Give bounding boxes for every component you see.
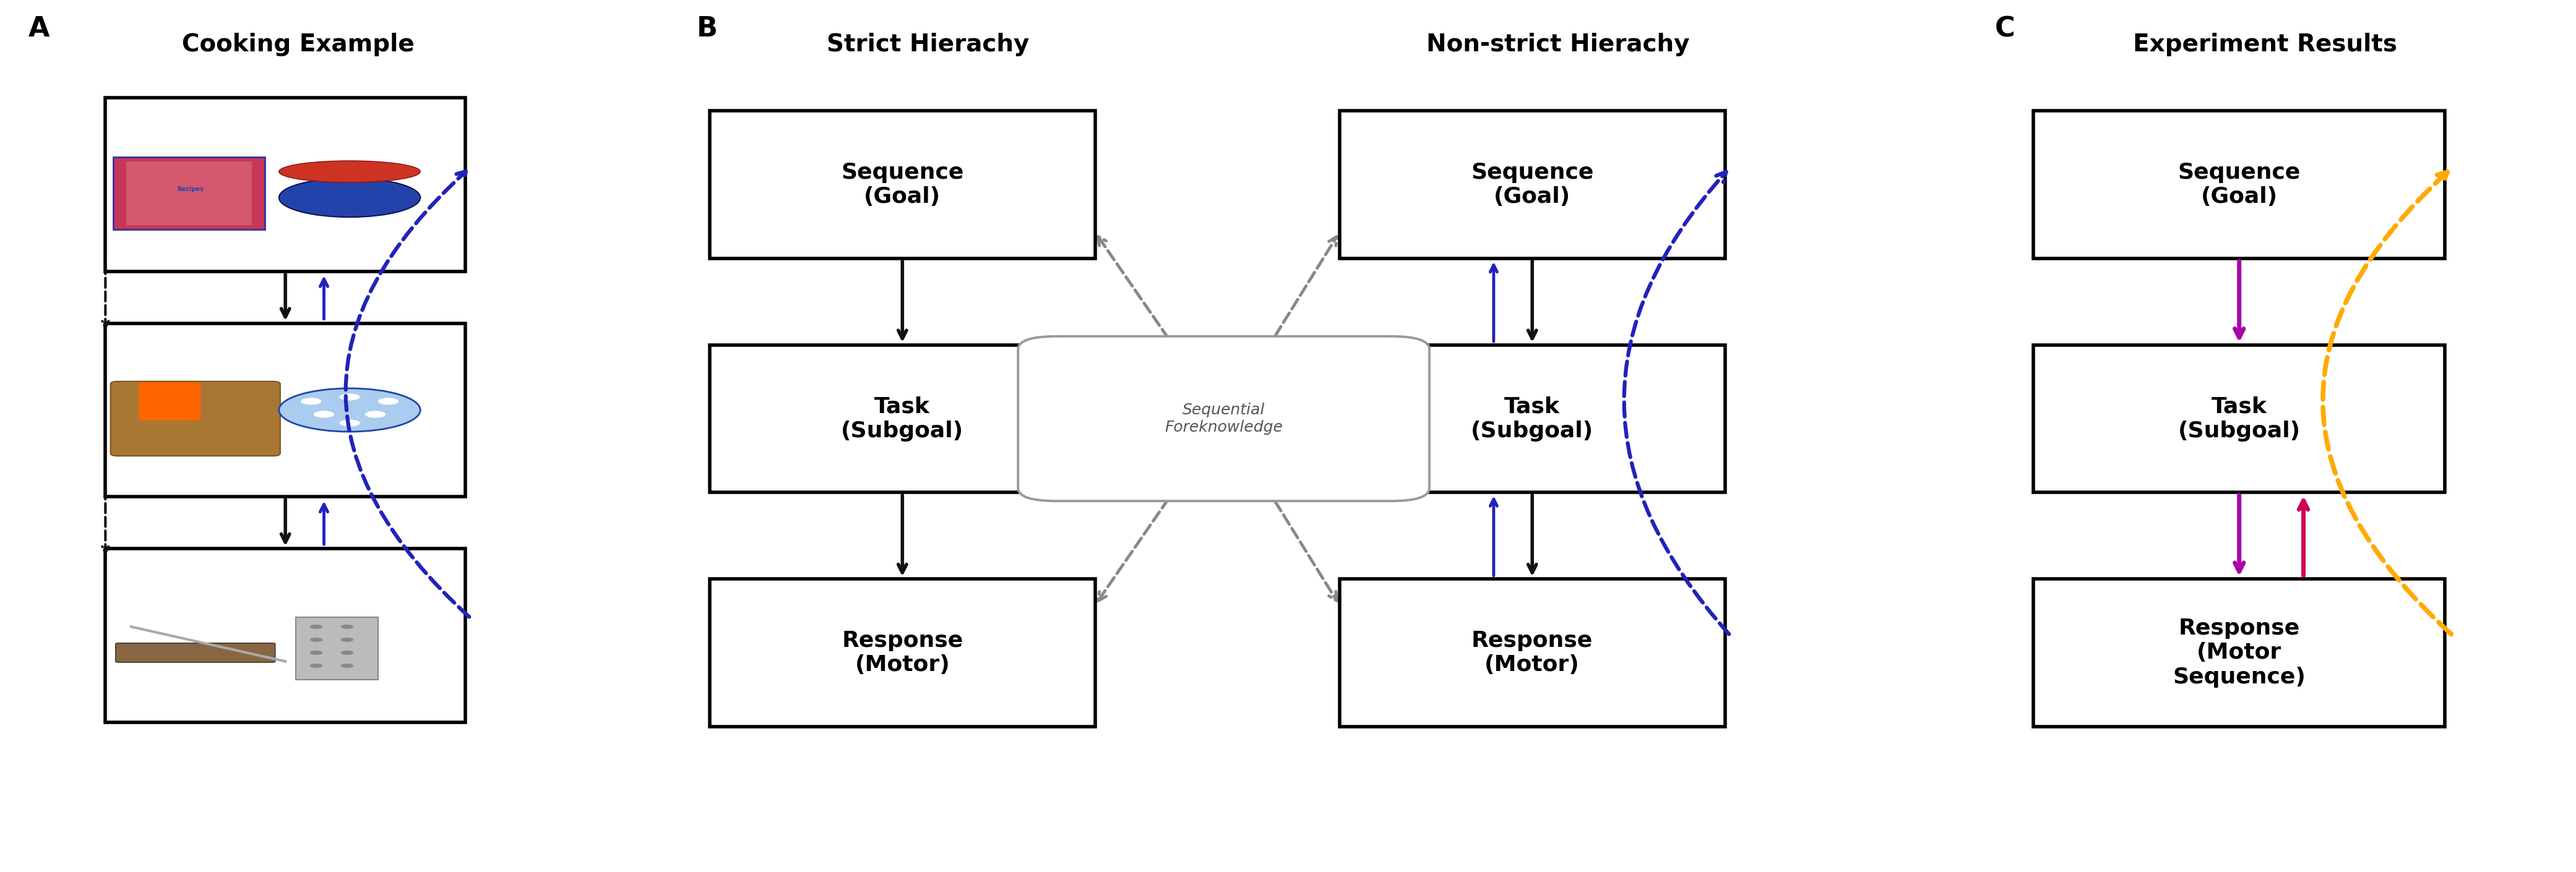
Text: Recipes: Recipes [178,186,204,192]
FancyBboxPatch shape [2032,111,2445,258]
Text: Response
(Motor): Response (Motor) [842,630,963,676]
Text: Sequence
(Goal): Sequence (Goal) [840,162,963,208]
FancyArrowPatch shape [1492,265,1497,342]
FancyArrowPatch shape [1528,261,1535,338]
Circle shape [340,393,361,400]
Circle shape [366,411,386,418]
Circle shape [340,651,353,655]
Circle shape [301,398,322,405]
Ellipse shape [278,178,420,217]
FancyBboxPatch shape [1340,345,1726,493]
Circle shape [340,637,353,642]
FancyArrowPatch shape [319,504,327,544]
Circle shape [340,419,361,426]
Circle shape [309,651,322,655]
FancyBboxPatch shape [106,98,466,271]
FancyBboxPatch shape [296,617,379,679]
FancyArrowPatch shape [2236,261,2244,337]
FancyBboxPatch shape [116,644,276,662]
Circle shape [314,411,335,418]
FancyArrowPatch shape [103,490,108,553]
Text: B: B [696,16,719,42]
FancyArrowPatch shape [319,279,327,319]
FancyBboxPatch shape [2032,345,2445,493]
FancyArrowPatch shape [899,495,907,573]
FancyArrowPatch shape [1492,499,1497,576]
Text: A: A [28,16,49,42]
Text: Cooking Example: Cooking Example [183,33,415,57]
FancyBboxPatch shape [139,382,201,420]
Text: Response
(Motor
Sequence): Response (Motor Sequence) [2172,618,2306,688]
FancyBboxPatch shape [1340,579,1726,726]
FancyBboxPatch shape [113,157,265,229]
FancyBboxPatch shape [126,161,252,225]
Text: Task
(Subgoal): Task (Subgoal) [1471,396,1595,441]
Text: Task
(Subgoal): Task (Subgoal) [842,396,963,441]
FancyArrowPatch shape [1528,495,1535,573]
Text: Task
(Subgoal): Task (Subgoal) [2177,396,2300,441]
Text: Response
(Motor): Response (Motor) [1471,630,1592,676]
FancyBboxPatch shape [708,579,1095,726]
Text: Non-strict Hierachy: Non-strict Hierachy [1427,33,1690,57]
FancyBboxPatch shape [1340,111,1726,258]
Text: Strict Hierachy: Strict Hierachy [827,33,1030,57]
FancyArrowPatch shape [1224,236,1337,417]
Circle shape [309,637,322,642]
FancyArrowPatch shape [1097,420,1224,601]
Text: Sequence
(Goal): Sequence (Goal) [1471,162,1595,208]
FancyArrowPatch shape [2236,495,2244,572]
Circle shape [309,624,322,629]
Text: Sequence
(Goal): Sequence (Goal) [2177,162,2300,208]
Text: Sequential
Foreknowledge: Sequential Foreknowledge [1164,403,1283,434]
Circle shape [309,664,322,668]
FancyArrowPatch shape [2298,501,2308,576]
FancyBboxPatch shape [1018,337,1430,501]
Text: C: C [1994,16,2014,42]
FancyArrowPatch shape [103,264,108,327]
FancyArrowPatch shape [1097,236,1224,417]
FancyBboxPatch shape [106,324,466,497]
Circle shape [379,398,399,405]
Text: Experiment Results: Experiment Results [2133,33,2398,57]
FancyArrowPatch shape [281,500,289,542]
FancyArrowPatch shape [345,172,469,617]
Circle shape [340,664,353,668]
FancyArrowPatch shape [1623,172,1728,634]
Ellipse shape [278,160,420,182]
FancyArrowPatch shape [1224,420,1337,601]
FancyBboxPatch shape [708,111,1095,258]
Circle shape [340,624,353,629]
FancyBboxPatch shape [106,548,466,722]
Ellipse shape [278,388,420,432]
FancyArrowPatch shape [899,261,907,338]
FancyArrowPatch shape [281,274,289,317]
FancyArrowPatch shape [2324,172,2452,634]
FancyBboxPatch shape [111,381,281,456]
FancyBboxPatch shape [2032,579,2445,726]
FancyBboxPatch shape [708,345,1095,493]
